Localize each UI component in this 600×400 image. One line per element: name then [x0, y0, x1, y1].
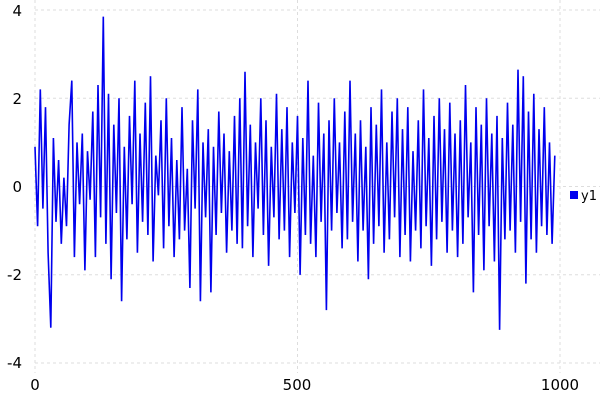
x-axis: 0 500 1000: [30, 376, 579, 394]
y-tick-label: -2: [7, 266, 22, 284]
x-tick-label: 0: [30, 376, 40, 394]
legend: y1: [570, 189, 597, 204]
legend-label: y1: [581, 189, 597, 204]
y-tick-label: 4: [12, 2, 22, 20]
y-tick-label: 2: [12, 90, 22, 108]
x-tick-label: 500: [283, 376, 312, 394]
legend-swatch: [570, 191, 578, 199]
series-line-y1: [34, 16, 556, 330]
x-tick-label: 1000: [541, 376, 579, 394]
y-axis: -4 -2 0 2 4: [7, 2, 22, 372]
y-tick-label: -4: [7, 354, 22, 372]
y-tick-label: 0: [12, 178, 22, 196]
